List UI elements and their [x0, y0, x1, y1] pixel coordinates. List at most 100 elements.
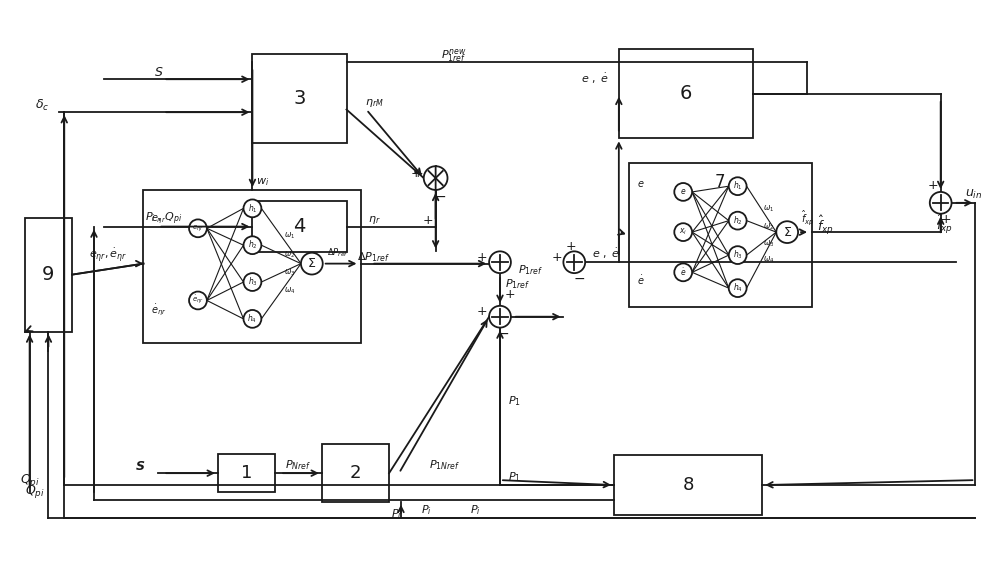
Circle shape	[674, 264, 692, 281]
Text: $\boldsymbol{P_i}$ , $\boldsymbol{Q_{pi}}$: $\boldsymbol{P_i}$ , $\boldsymbol{Q_{pi}…	[145, 210, 182, 227]
Text: 1: 1	[241, 464, 252, 482]
Text: $e$: $e$	[680, 188, 686, 196]
Text: $\omega_3$: $\omega_3$	[284, 268, 296, 278]
Text: $-$: $-$	[497, 325, 509, 340]
Circle shape	[489, 306, 511, 328]
Text: $\omega_1$: $\omega_1$	[284, 231, 295, 241]
Text: $\omega_2$: $\omega_2$	[284, 249, 295, 260]
Text: $-$: $-$	[434, 189, 446, 203]
Bar	[218, 454, 275, 492]
Circle shape	[244, 310, 261, 328]
Text: $-$: $-$	[573, 271, 585, 285]
Text: $h_1$: $h_1$	[733, 180, 743, 192]
Bar	[25, 218, 72, 332]
Bar	[619, 49, 753, 138]
Text: $\omega_2$: $\omega_2$	[763, 221, 775, 232]
Text: $\boldsymbol{P_1}$: $\boldsymbol{P_1}$	[508, 470, 521, 484]
Text: 3: 3	[293, 89, 306, 108]
Text: $\omega_4$: $\omega_4$	[763, 255, 775, 265]
Text: $\dot{e}$: $\dot{e}$	[637, 275, 644, 288]
Text: $P_i$: $P_i$	[391, 507, 401, 521]
Circle shape	[244, 273, 261, 291]
Text: 6: 6	[679, 85, 692, 104]
Text: $e\ ,\ \dot{e}$: $e\ ,\ \dot{e}$	[592, 247, 620, 261]
Text: +: +	[477, 251, 487, 264]
Bar	[614, 455, 762, 515]
Text: +: +	[412, 166, 423, 180]
Text: $h_2$: $h_2$	[733, 214, 743, 227]
Text: $\Delta P_{ref}$: $\Delta P_{ref}$	[327, 246, 348, 259]
Circle shape	[301, 253, 323, 275]
Circle shape	[489, 251, 511, 273]
Text: $\dot{e}_{\eta r}$: $\dot{e}_{\eta r}$	[151, 303, 167, 318]
Circle shape	[189, 292, 207, 309]
Text: $h_2$: $h_2$	[248, 239, 257, 252]
Circle shape	[930, 192, 952, 214]
Circle shape	[563, 251, 585, 273]
Bar	[143, 190, 361, 343]
Text: $\boldsymbol{P_1}$: $\boldsymbol{P_1}$	[508, 394, 521, 408]
Text: $P_i$: $P_i$	[421, 503, 432, 517]
Text: $\Sigma$: $\Sigma$	[783, 225, 792, 239]
Circle shape	[424, 166, 448, 190]
Text: +: +	[505, 288, 516, 301]
Text: $\hat{f}_{xp}$: $\hat{f}_{xp}$	[817, 214, 834, 237]
Text: +: +	[927, 180, 938, 193]
Text: $\boldsymbol{P_{1ref}}$: $\boldsymbol{P_{1ref}}$	[518, 263, 543, 277]
Text: 7: 7	[715, 173, 726, 191]
Text: $\boldsymbol{P_{1ref}^{new}}$: $\boldsymbol{P_{1ref}^{new}}$	[441, 47, 466, 63]
Text: $h_3$: $h_3$	[733, 249, 743, 261]
Bar	[322, 444, 389, 502]
Text: $u_{in}$: $u_{in}$	[965, 188, 983, 201]
Text: $\boldsymbol{P_{1Nref}}$: $\boldsymbol{P_{1Nref}}$	[429, 458, 460, 472]
Text: $\dot{e}_{\eta r}$: $\dot{e}_{\eta r}$	[192, 294, 204, 307]
Text: $\omega_1$: $\omega_1$	[763, 204, 775, 214]
Text: $e_{\eta r},\dot{e}_{\eta r}$: $e_{\eta r},\dot{e}_{\eta r}$	[89, 246, 127, 264]
Text: $Q_{pi}$: $Q_{pi}$	[25, 483, 44, 500]
Text: $e$: $e$	[637, 179, 644, 189]
Circle shape	[729, 246, 747, 264]
Text: 8: 8	[682, 476, 694, 494]
Circle shape	[674, 223, 692, 241]
Text: 4: 4	[293, 217, 306, 236]
Text: $\boldsymbol{P_{1ref}}$: $\boldsymbol{P_{1ref}}$	[505, 277, 530, 291]
Text: +: +	[566, 240, 577, 253]
Text: $h_4$: $h_4$	[733, 282, 743, 295]
Circle shape	[776, 221, 798, 243]
Bar	[252, 54, 347, 144]
Text: 2: 2	[350, 464, 361, 482]
Text: $\omega_4$: $\omega_4$	[284, 286, 296, 296]
Text: +: +	[411, 166, 421, 180]
Bar	[252, 201, 347, 252]
Text: $\hat{f}_{xp}$: $\hat{f}_{xp}$	[801, 209, 815, 227]
Text: 9: 9	[42, 265, 55, 284]
Text: $e_{\eta r}$: $e_{\eta r}$	[192, 223, 204, 233]
Text: $\dot{e}$: $\dot{e}$	[680, 267, 686, 278]
Circle shape	[189, 220, 207, 237]
Text: $h_4$: $h_4$	[247, 313, 257, 325]
Text: $\eta_{rM}$: $\eta_{rM}$	[365, 97, 384, 109]
Text: $\hat{f}_{xp}$: $\hat{f}_{xp}$	[936, 213, 953, 236]
Text: 5: 5	[247, 200, 258, 218]
Circle shape	[244, 236, 261, 254]
Text: $\Sigma$: $\Sigma$	[307, 257, 316, 270]
Text: $\delta_c$: $\delta_c$	[35, 98, 50, 113]
Circle shape	[674, 183, 692, 201]
Text: $S$: $S$	[154, 66, 163, 79]
Bar	[629, 163, 812, 307]
Text: $w_i$: $w_i$	[256, 176, 269, 188]
Text: $\omega_3$: $\omega_3$	[763, 239, 775, 249]
Circle shape	[729, 212, 747, 229]
Text: $e_{\eta r}$: $e_{\eta r}$	[151, 214, 167, 227]
Text: $h_1$: $h_1$	[248, 202, 257, 214]
Text: $\boldsymbol{P_{Nref}}$: $\boldsymbol{P_{Nref}}$	[285, 458, 312, 472]
Text: $h_3$: $h_3$	[248, 276, 257, 288]
Text: +: +	[477, 305, 487, 318]
Circle shape	[729, 279, 747, 297]
Text: +: +	[422, 214, 433, 227]
Text: +: +	[940, 213, 951, 226]
Text: $x_i$: $x_i$	[679, 227, 687, 237]
Circle shape	[729, 177, 747, 195]
Text: $\Delta P_{1ref}$: $\Delta P_{1ref}$	[357, 250, 390, 264]
Text: $Q_{pi}$: $Q_{pi}$	[20, 471, 40, 488]
